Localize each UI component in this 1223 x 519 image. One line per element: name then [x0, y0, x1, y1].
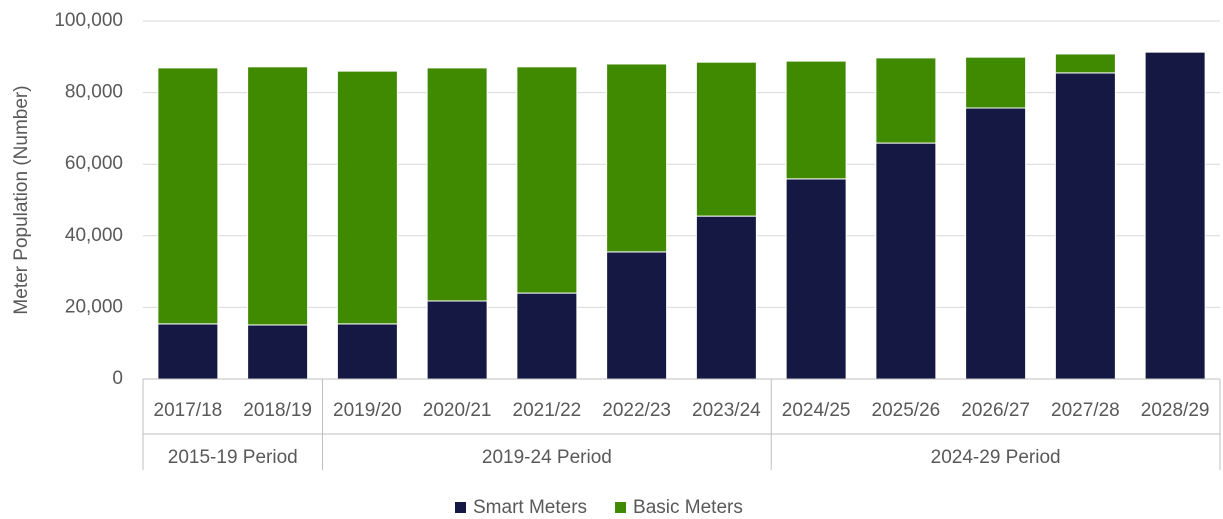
x-tick-label: 2021/22	[513, 400, 582, 421]
y-tick-label: 100,000	[54, 10, 123, 31]
group-label: 2024-29 Period	[931, 447, 1061, 468]
bar-segment	[336, 323, 398, 380]
bar-segment	[426, 67, 488, 302]
bar-segment	[157, 323, 219, 380]
x-tick-label: 2022/23	[602, 400, 671, 421]
bar-segment	[695, 61, 757, 217]
bar-segment	[336, 70, 398, 325]
group-label: 2019-24 Period	[482, 447, 612, 468]
bar-segment	[965, 107, 1027, 380]
bar-segment	[157, 67, 219, 325]
legend-swatch	[615, 502, 627, 513]
x-tick-label: 2019/20	[333, 400, 402, 421]
x-tick-label: 2020/21	[423, 400, 492, 421]
y-axis-label: Meter Population (Number)	[11, 85, 32, 314]
x-tick-label: 2017/18	[154, 400, 223, 421]
bar-segment	[516, 66, 578, 294]
legend-swatch	[455, 502, 466, 513]
x-tick-label: 2024/25	[782, 400, 851, 421]
bar-segment	[1054, 53, 1116, 74]
y-tick-label: 20,000	[65, 296, 123, 317]
legend-label: Smart Meters	[473, 497, 587, 518]
x-tick-label: 2025/26	[872, 400, 941, 421]
bar-segment	[695, 215, 757, 380]
y-tick-label: 60,000	[65, 153, 123, 174]
bar-segment	[875, 57, 937, 144]
x-tick-label: 2026/27	[961, 400, 1030, 421]
bar-segment	[247, 66, 309, 326]
legend-label: Basic Meters	[633, 497, 743, 518]
y-tick-label: 80,000	[65, 82, 123, 103]
bar-segment	[785, 60, 847, 180]
x-tick-label: 2028/29	[1141, 400, 1210, 421]
bar-segment	[1054, 72, 1116, 380]
x-tick-label: 2018/19	[243, 400, 312, 421]
bar-segment	[785, 178, 847, 380]
bar-segment	[516, 292, 578, 380]
bar-segment	[875, 142, 937, 380]
bar-segment	[606, 251, 668, 380]
x-tick-label: 2023/24	[692, 400, 761, 421]
group-label: 2015-19 Period	[168, 447, 298, 468]
bar-segment	[247, 324, 309, 380]
bar-segment	[965, 56, 1027, 109]
bar-segment	[426, 300, 488, 380]
bar-segment	[606, 63, 668, 253]
bar-segment	[1144, 51, 1206, 380]
y-tick-label: 40,000	[65, 225, 123, 246]
y-tick-label: 0	[112, 368, 123, 389]
x-tick-label: 2027/28	[1051, 400, 1120, 421]
